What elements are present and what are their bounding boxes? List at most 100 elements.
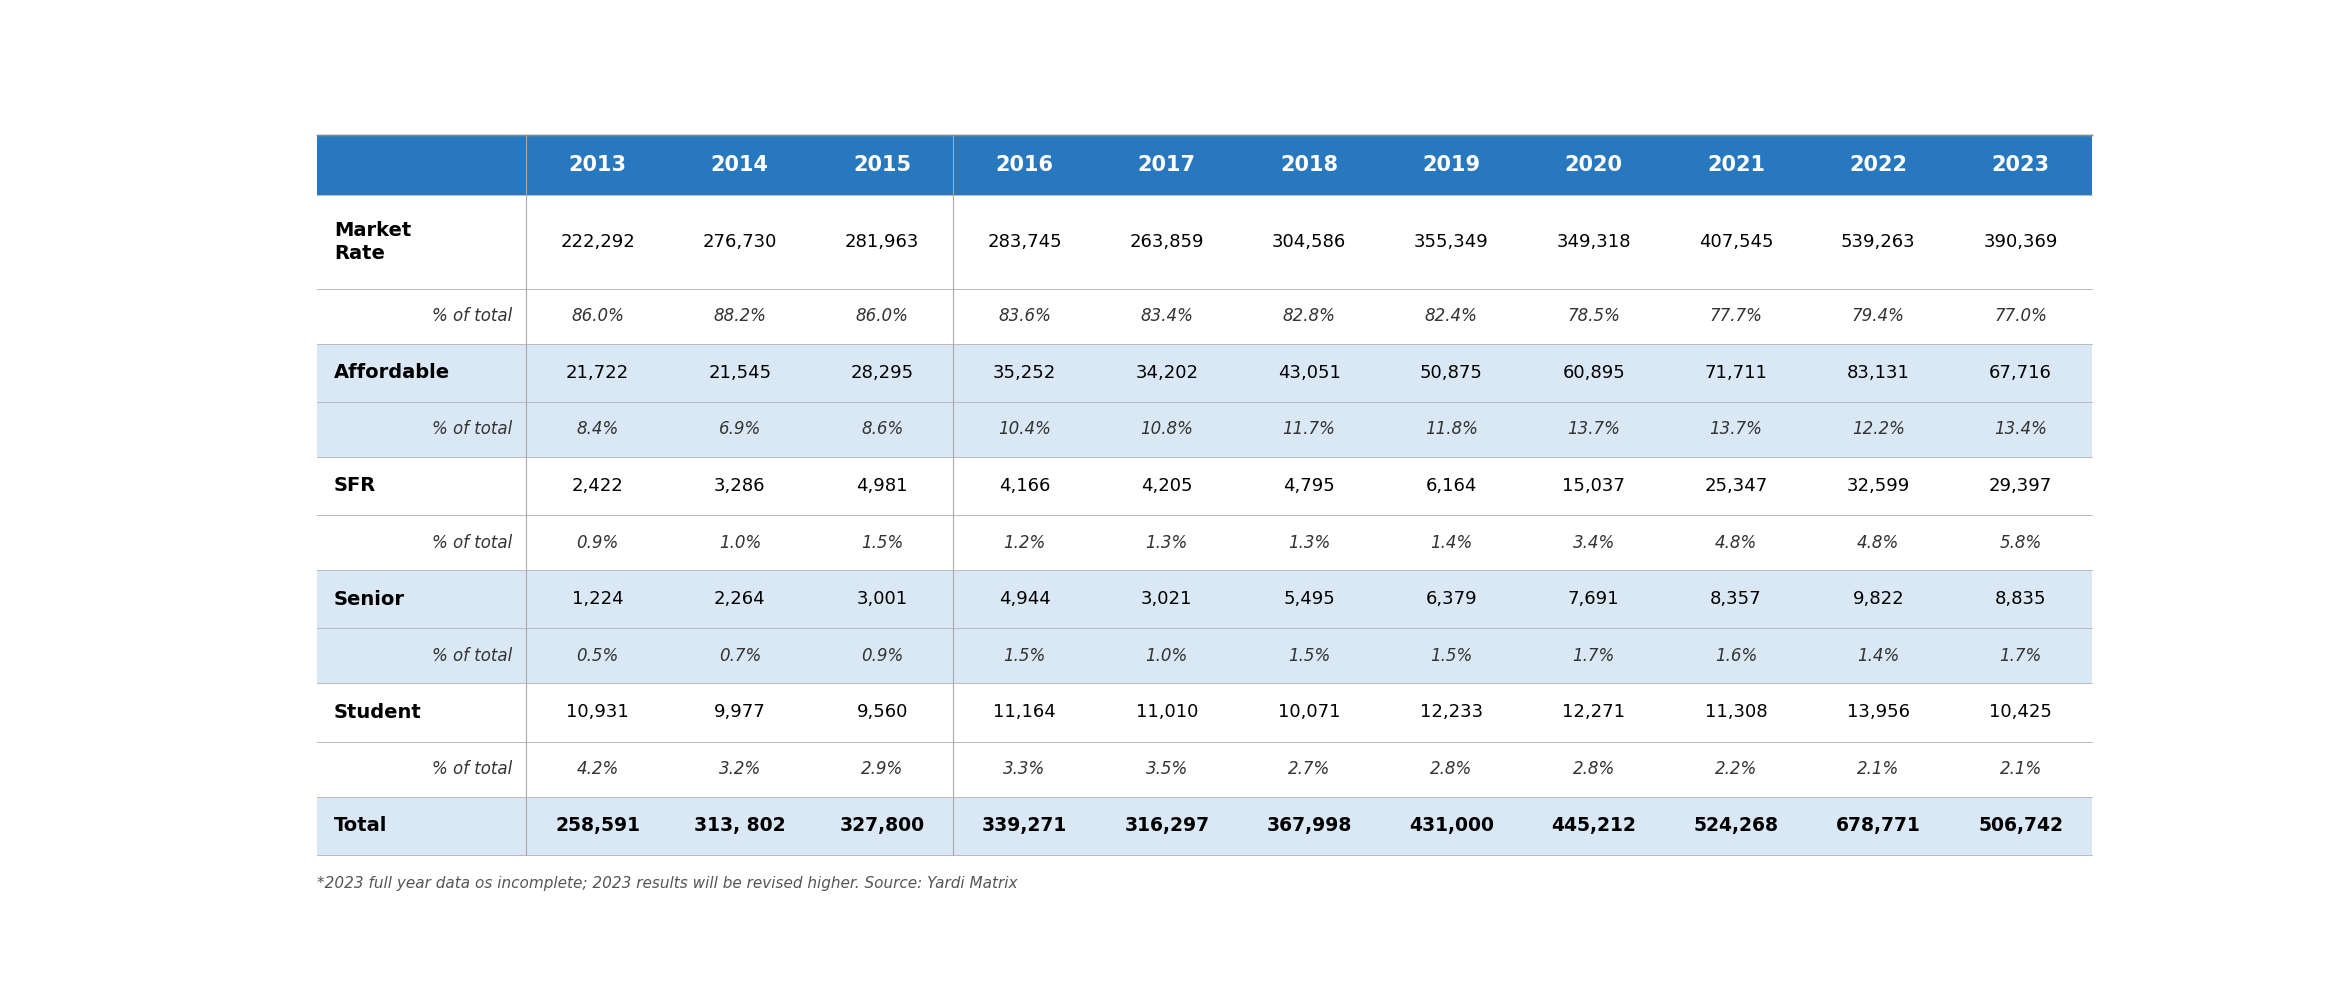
Text: 67,716: 67,716 (1988, 364, 2052, 382)
Text: 313, 802: 313, 802 (693, 816, 785, 836)
Text: 258,591: 258,591 (555, 816, 639, 836)
Text: Student: Student (334, 703, 421, 722)
Text: 539,263: 539,263 (1840, 233, 1915, 251)
Text: 1.5%: 1.5% (1003, 647, 1046, 664)
Text: Market: Market (334, 221, 411, 240)
Text: 21,722: 21,722 (566, 364, 630, 382)
Text: 1,224: 1,224 (571, 590, 623, 608)
Text: 281,963: 281,963 (846, 233, 919, 251)
Text: 3,021: 3,021 (1142, 590, 1191, 608)
Text: 10.8%: 10.8% (1140, 420, 1194, 438)
Text: Senior: Senior (334, 590, 404, 609)
Text: 86.0%: 86.0% (855, 307, 909, 325)
Text: 1.5%: 1.5% (860, 533, 902, 551)
Text: 1.3%: 1.3% (1147, 533, 1187, 551)
Text: 77.7%: 77.7% (1708, 307, 1762, 325)
Text: 11.8%: 11.8% (1424, 420, 1478, 438)
Text: 283,745: 283,745 (987, 233, 1062, 251)
Text: 4,795: 4,795 (1283, 477, 1335, 495)
Text: 43,051: 43,051 (1278, 364, 1340, 382)
Text: 13,956: 13,956 (1847, 704, 1911, 722)
Text: 32,599: 32,599 (1847, 477, 1911, 495)
Text: 327,800: 327,800 (839, 816, 926, 836)
Text: 79.4%: 79.4% (1852, 307, 1906, 325)
Text: 678,771: 678,771 (1835, 816, 1920, 836)
Text: 2.2%: 2.2% (1716, 760, 1758, 778)
Text: 34,202: 34,202 (1135, 364, 1198, 382)
Text: 11,164: 11,164 (994, 704, 1055, 722)
Text: 3.3%: 3.3% (1003, 760, 1046, 778)
Text: 1.3%: 1.3% (1288, 533, 1330, 551)
Text: 5.8%: 5.8% (2000, 533, 2042, 551)
Text: 2013: 2013 (569, 155, 627, 175)
Text: 50,875: 50,875 (1419, 364, 1483, 382)
Text: 2.8%: 2.8% (1572, 760, 1614, 778)
Text: 83.6%: 83.6% (999, 307, 1050, 325)
Text: 88.2%: 88.2% (714, 307, 766, 325)
Text: 2014: 2014 (710, 155, 768, 175)
Text: 2021: 2021 (1706, 155, 1765, 175)
Text: 2020: 2020 (1565, 155, 1624, 175)
Text: 8,835: 8,835 (1995, 590, 2047, 608)
Text: 83,131: 83,131 (1847, 364, 1911, 382)
Text: 29,397: 29,397 (1988, 477, 2052, 495)
Text: 2016: 2016 (996, 155, 1053, 175)
Text: 4.8%: 4.8% (1716, 533, 1758, 551)
Bar (317, 683, 2092, 742)
Text: 1.7%: 1.7% (1572, 647, 1614, 664)
Text: % of total: % of total (432, 647, 512, 664)
Text: 15,037: 15,037 (1563, 477, 1626, 495)
Text: 21,545: 21,545 (707, 364, 771, 382)
Text: 8.6%: 8.6% (860, 420, 902, 438)
Text: 1.4%: 1.4% (1856, 647, 1899, 664)
Text: 2.1%: 2.1% (2000, 760, 2042, 778)
Text: 2019: 2019 (1422, 155, 1480, 175)
Text: 2023: 2023 (1990, 155, 2049, 175)
Bar (317, 457, 2092, 515)
Text: 431,000: 431,000 (1410, 816, 1495, 836)
Text: 1.5%: 1.5% (1288, 647, 1330, 664)
Text: 524,268: 524,268 (1694, 816, 1779, 836)
Text: 4,205: 4,205 (1142, 477, 1191, 495)
Text: 60,895: 60,895 (1563, 364, 1626, 382)
Text: 13.7%: 13.7% (1567, 420, 1619, 438)
Text: % of total: % of total (432, 307, 512, 325)
Text: 3,286: 3,286 (714, 477, 766, 495)
Text: 28,295: 28,295 (851, 364, 914, 382)
Text: 222,292: 222,292 (559, 233, 634, 251)
Text: 0.9%: 0.9% (576, 533, 618, 551)
Text: 2022: 2022 (1849, 155, 1908, 175)
Text: 11,308: 11,308 (1704, 704, 1767, 722)
Text: 7,691: 7,691 (1567, 590, 1619, 608)
Text: 1.6%: 1.6% (1716, 647, 1758, 664)
Text: *2023 full year data os incomplete; 2023 results will be revised higher. Source:: *2023 full year data os incomplete; 2023… (317, 876, 1018, 891)
Text: 9,560: 9,560 (855, 704, 907, 722)
Text: 2018: 2018 (1281, 155, 1337, 175)
Text: 10,071: 10,071 (1278, 704, 1340, 722)
Text: 10,425: 10,425 (1988, 704, 2052, 722)
Text: 10,931: 10,931 (566, 704, 630, 722)
Text: Rate: Rate (334, 244, 385, 263)
Text: 1.0%: 1.0% (1147, 647, 1187, 664)
Text: 6,164: 6,164 (1426, 477, 1478, 495)
Text: 2,264: 2,264 (714, 590, 766, 608)
Bar (317, 288, 2092, 344)
Text: 2.9%: 2.9% (860, 760, 902, 778)
Text: 83.4%: 83.4% (1140, 307, 1194, 325)
Text: Total: Total (334, 816, 388, 836)
Text: 10.4%: 10.4% (999, 420, 1050, 438)
Text: Affordable: Affordable (334, 363, 449, 382)
Text: 78.5%: 78.5% (1567, 307, 1619, 325)
Text: 11.7%: 11.7% (1283, 420, 1335, 438)
Text: 2.1%: 2.1% (1856, 760, 1899, 778)
Text: 263,859: 263,859 (1130, 233, 1203, 251)
Text: 86.0%: 86.0% (571, 307, 625, 325)
Text: 6.9%: 6.9% (719, 420, 761, 438)
Text: 13.7%: 13.7% (1708, 420, 1762, 438)
Text: 2017: 2017 (1137, 155, 1196, 175)
Text: 2.8%: 2.8% (1431, 760, 1473, 778)
Bar (317, 515, 2092, 571)
Text: 2.7%: 2.7% (1288, 760, 1330, 778)
Bar (317, 344, 2092, 402)
Text: 4.2%: 4.2% (576, 760, 618, 778)
